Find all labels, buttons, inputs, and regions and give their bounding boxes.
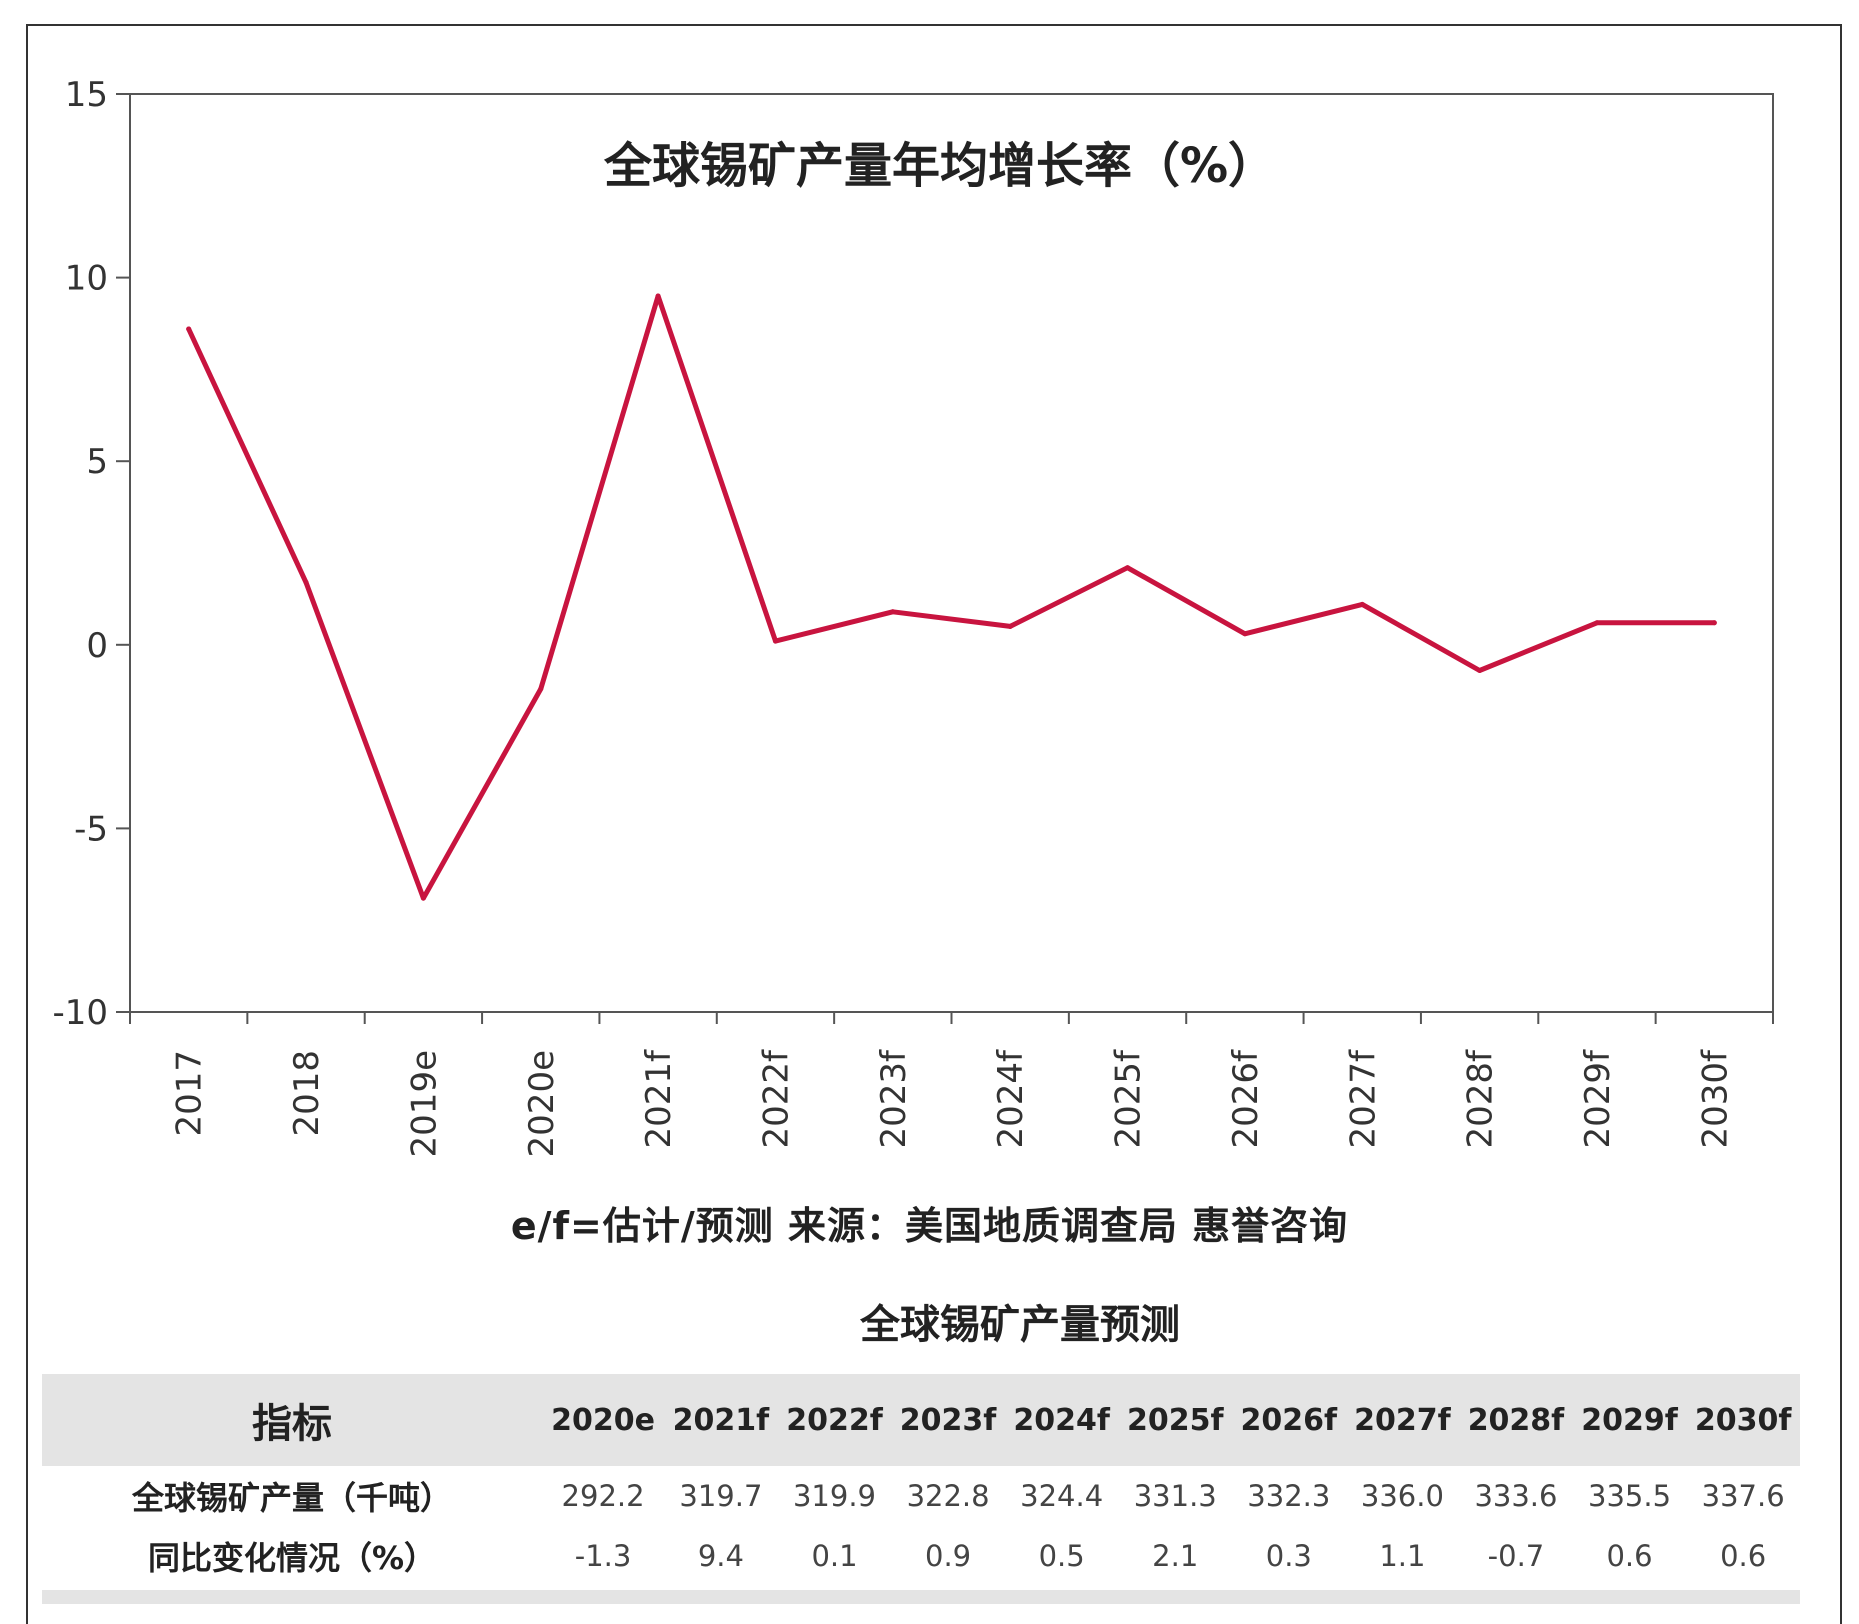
table-row: 全球锡矿产量（千吨） 292.2 319.7 319.9 322.8 324.4 331.3… xyxy=(42,1466,1800,1526)
x-tick-label: 2028f xyxy=(1461,1049,1501,1149)
plot-area-border xyxy=(129,93,1774,1013)
chart-title: 全球锡矿产量年均增长率（%） xyxy=(603,138,1276,194)
x-tick-label: 2024f xyxy=(991,1049,1031,1149)
table-cell: 319.7 xyxy=(679,1479,763,1513)
x-tick-label: 2019e xyxy=(404,1050,444,1157)
table-header-indicator: 指标 xyxy=(42,1374,542,1466)
y-tick-label: 15 xyxy=(65,75,108,115)
data-point xyxy=(655,293,661,299)
table-cell: 332.3 xyxy=(1247,1479,1331,1513)
table-header-year: 2020e xyxy=(542,1374,665,1466)
table-row: 同比变化情况（%） -1.3 9.4 0.1 0.9 0.5 2.1 0.3 1.1 -0.7 0.… xyxy=(42,1526,1800,1586)
series-line xyxy=(186,293,1717,901)
table-cell: -0.7 xyxy=(1487,1539,1545,1573)
table-header-year: 2030f xyxy=(1686,1374,1800,1466)
table-header-year: 2027f xyxy=(1345,1374,1460,1466)
x-tick-label: 2018 xyxy=(287,1050,327,1137)
table-cell: 0.1 xyxy=(811,1539,858,1573)
table-header-year: 2028f xyxy=(1459,1374,1573,1466)
y-tick-label: 10 xyxy=(65,259,108,299)
table-cell: 335.5 xyxy=(1588,1479,1672,1513)
table-cell: 0.9 xyxy=(925,1539,972,1573)
table-cell: 324.4 xyxy=(1020,1479,1104,1513)
table-cell: 0.5 xyxy=(1038,1539,1085,1573)
x-tick-label: 2026f xyxy=(1226,1049,1266,1149)
row-label: 全球锡矿产量（千吨） xyxy=(131,1479,452,1517)
table-body: 全球锡矿产量（千吨） 292.2 319.7 319.9 322.8 324.4 331.3… xyxy=(42,1466,1800,1586)
table-bottom-band xyxy=(42,1590,1800,1604)
table-cell: 0.6 xyxy=(1606,1539,1653,1573)
data-point xyxy=(772,638,778,644)
y-tick-label: 5 xyxy=(86,442,108,482)
table-cell: 9.4 xyxy=(697,1539,744,1573)
table-cell: 1.1 xyxy=(1379,1539,1426,1573)
data-point xyxy=(1477,668,1483,674)
data-point xyxy=(1007,623,1013,629)
x-tick-label: 2025f xyxy=(1109,1049,1149,1149)
table-cell: 333.6 xyxy=(1474,1479,1558,1513)
table-cell: 292.2 xyxy=(561,1479,645,1513)
forecast-table: 指标 2020e 2021f 2022f 2023f 2024f 2025f 2026f 202… xyxy=(42,1374,1800,1586)
table-header-year: 2022f xyxy=(777,1374,892,1466)
growth-rate-line-chart: 全球锡矿产量年均增长率（%） 15 10 5 0 -5 -10 2017 2018 2019e… xyxy=(52,75,1774,1157)
table-header-year: 2024f xyxy=(1004,1374,1119,1466)
data-point xyxy=(890,609,896,615)
data-point xyxy=(186,326,192,332)
y-axis: 15 10 5 0 -5 -10 xyxy=(52,75,130,1033)
table-cell: 0.6 xyxy=(1720,1539,1767,1573)
y-tick-label: -5 xyxy=(74,809,108,849)
row-label: 同比变化情况（%） xyxy=(147,1539,437,1577)
y-tick-label: -10 xyxy=(52,993,108,1033)
x-tick-label: 2021f xyxy=(639,1049,679,1149)
table-header-year: 2023f xyxy=(891,1374,1005,1466)
table-header-year: 2021f xyxy=(664,1374,778,1466)
table-header-row: 指标 2020e 2021f 2022f 2023f 2024f 2025f 2026f 202… xyxy=(42,1374,1800,1466)
data-point xyxy=(1125,565,1131,571)
x-tick-label: 2020e xyxy=(522,1050,562,1157)
data-point xyxy=(1359,601,1365,607)
x-tick-label: 2030f xyxy=(1695,1049,1735,1149)
figure-frame xyxy=(26,24,1842,1624)
source-note: e/f=估计/预测 来源：美国地质调查局 惠誉咨询 xyxy=(510,1204,1349,1248)
table-header-year: 2026f xyxy=(1232,1374,1346,1466)
table-cell: 2.1 xyxy=(1152,1539,1199,1573)
table-cell: 319.9 xyxy=(792,1479,877,1513)
data-point xyxy=(420,895,426,901)
x-tick-label: 2027f xyxy=(1343,1049,1383,1149)
table-cell: 336.0 xyxy=(1360,1479,1444,1513)
table-cell: 331.3 xyxy=(1133,1479,1217,1513)
x-tick-label: 2023f xyxy=(874,1049,914,1149)
table-header-year: 2025f xyxy=(1118,1374,1233,1466)
table-cell: 337.6 xyxy=(1701,1479,1785,1513)
table-cell: 322.8 xyxy=(906,1479,990,1513)
data-point xyxy=(538,686,544,692)
data-point xyxy=(303,579,309,585)
data-point xyxy=(1711,620,1717,626)
x-tick-label: 2017 xyxy=(170,1050,210,1137)
table-header-year: 2029f xyxy=(1572,1374,1687,1466)
table-title: 全球锡矿产量预测 xyxy=(860,1302,1180,1348)
series-layer xyxy=(186,293,1717,901)
x-tick-label: 2029f xyxy=(1578,1049,1618,1149)
data-point xyxy=(1594,620,1600,626)
x-axis: 2017 2018 2019e 2020e 2021f 2022f 2023f 2024f 20… xyxy=(129,1012,1774,1157)
x-tick-label: 2022f xyxy=(756,1049,796,1149)
table-cell: -1.3 xyxy=(574,1539,632,1573)
table-cell: 0.3 xyxy=(1265,1539,1312,1573)
y-tick-label: 0 xyxy=(86,626,108,666)
data-point xyxy=(1242,631,1248,637)
